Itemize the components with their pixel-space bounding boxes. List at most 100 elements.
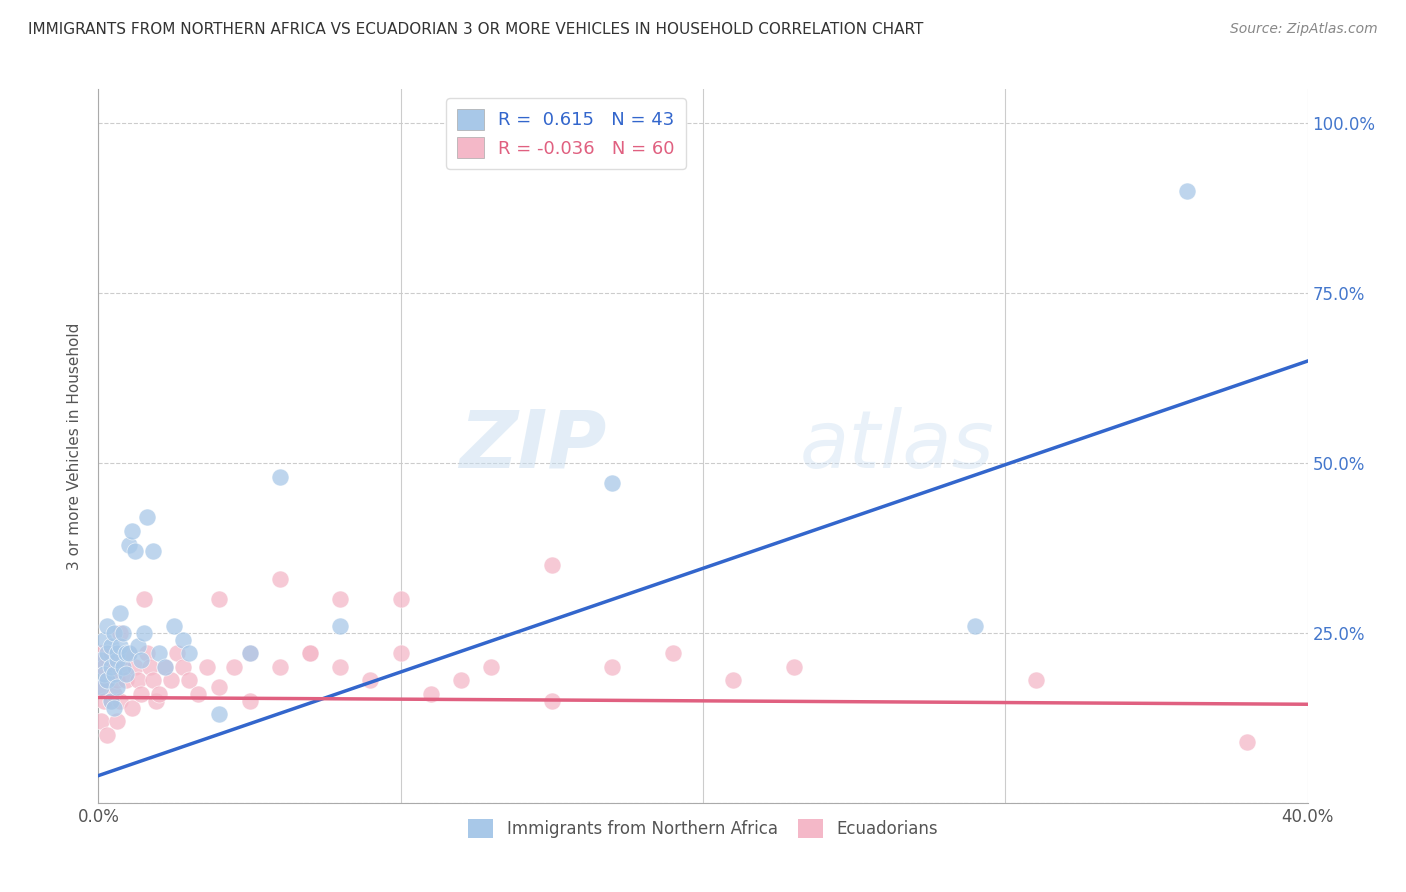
Point bbox=[103, 626, 125, 640]
Point bbox=[239, 646, 262, 660]
Point bbox=[179, 673, 201, 688]
Point bbox=[108, 606, 131, 620]
Point bbox=[661, 646, 683, 660]
Point bbox=[96, 728, 118, 742]
Point bbox=[105, 714, 128, 729]
Point bbox=[100, 660, 122, 674]
Point bbox=[450, 673, 472, 688]
Point bbox=[108, 626, 131, 640]
Point bbox=[132, 626, 155, 640]
Point bbox=[124, 544, 146, 558]
Point bbox=[420, 687, 443, 701]
Point bbox=[96, 619, 118, 633]
Text: Source: ZipAtlas.com: Source: ZipAtlas.com bbox=[1230, 22, 1378, 37]
Point bbox=[299, 646, 322, 660]
Point bbox=[111, 660, 134, 674]
Point bbox=[90, 714, 112, 729]
Point bbox=[172, 660, 194, 674]
Point bbox=[118, 537, 141, 551]
Point bbox=[127, 640, 149, 654]
Point bbox=[105, 673, 128, 688]
Point bbox=[269, 660, 291, 674]
Point bbox=[208, 707, 231, 722]
Point bbox=[142, 673, 165, 688]
Point bbox=[111, 660, 134, 674]
Point bbox=[127, 673, 149, 688]
Point bbox=[239, 646, 262, 660]
Point bbox=[602, 476, 624, 491]
Point bbox=[129, 653, 152, 667]
Point bbox=[105, 680, 128, 694]
Text: IMMIGRANTS FROM NORTHERN AFRICA VS ECUADORIAN 3 OR MORE VEHICLES IN HOUSEHOLD CO: IMMIGRANTS FROM NORTHERN AFRICA VS ECUAD… bbox=[28, 22, 924, 37]
Point bbox=[179, 646, 201, 660]
Point bbox=[208, 680, 231, 694]
Point bbox=[139, 660, 162, 674]
Point bbox=[105, 646, 128, 660]
Y-axis label: 3 or more Vehicles in Household: 3 or more Vehicles in Household bbox=[67, 322, 83, 570]
Point bbox=[145, 694, 167, 708]
Point bbox=[329, 591, 352, 606]
Point bbox=[965, 619, 987, 633]
Point bbox=[118, 646, 141, 660]
Point bbox=[103, 660, 125, 674]
Point bbox=[389, 646, 412, 660]
Point bbox=[783, 660, 806, 674]
Point bbox=[93, 660, 115, 674]
Point bbox=[1236, 734, 1258, 748]
Point bbox=[160, 673, 183, 688]
Point bbox=[96, 646, 118, 660]
Point bbox=[172, 632, 194, 647]
Point bbox=[329, 660, 352, 674]
Point bbox=[100, 694, 122, 708]
Point bbox=[602, 660, 624, 674]
Point bbox=[114, 646, 136, 660]
Point bbox=[239, 694, 262, 708]
Point bbox=[540, 558, 562, 572]
Point bbox=[100, 694, 122, 708]
Point bbox=[111, 626, 134, 640]
Point bbox=[148, 687, 170, 701]
Point bbox=[129, 687, 152, 701]
Text: ZIP: ZIP bbox=[458, 407, 606, 485]
Point bbox=[100, 640, 122, 654]
Point bbox=[135, 510, 157, 524]
Point bbox=[153, 660, 176, 674]
Point bbox=[187, 687, 209, 701]
Point bbox=[100, 646, 122, 660]
Point bbox=[90, 680, 112, 694]
Point bbox=[132, 591, 155, 606]
Point bbox=[124, 660, 146, 674]
Point bbox=[166, 646, 188, 660]
Point bbox=[108, 640, 131, 654]
Point bbox=[360, 673, 382, 688]
Point bbox=[121, 524, 143, 538]
Point bbox=[103, 687, 125, 701]
Point bbox=[114, 673, 136, 688]
Point bbox=[1024, 673, 1046, 688]
Point bbox=[105, 653, 128, 667]
Point bbox=[540, 694, 562, 708]
Point bbox=[90, 653, 112, 667]
Point bbox=[269, 469, 291, 483]
Point bbox=[90, 680, 112, 694]
Point bbox=[299, 646, 322, 660]
Point bbox=[108, 694, 131, 708]
Point bbox=[269, 572, 291, 586]
Point bbox=[93, 632, 115, 647]
Point bbox=[224, 660, 246, 674]
Point bbox=[723, 673, 745, 688]
Point bbox=[90, 646, 112, 660]
Point bbox=[481, 660, 503, 674]
Point bbox=[121, 700, 143, 714]
Legend: Immigrants from Northern Africa, Ecuadorians: Immigrants from Northern Africa, Ecuador… bbox=[461, 812, 945, 845]
Point bbox=[93, 666, 115, 681]
Point bbox=[389, 591, 412, 606]
Point bbox=[1175, 184, 1198, 198]
Point bbox=[118, 646, 141, 660]
Point bbox=[103, 666, 125, 681]
Point bbox=[96, 673, 118, 688]
Point bbox=[142, 544, 165, 558]
Point bbox=[163, 619, 186, 633]
Point bbox=[114, 666, 136, 681]
Point bbox=[93, 694, 115, 708]
